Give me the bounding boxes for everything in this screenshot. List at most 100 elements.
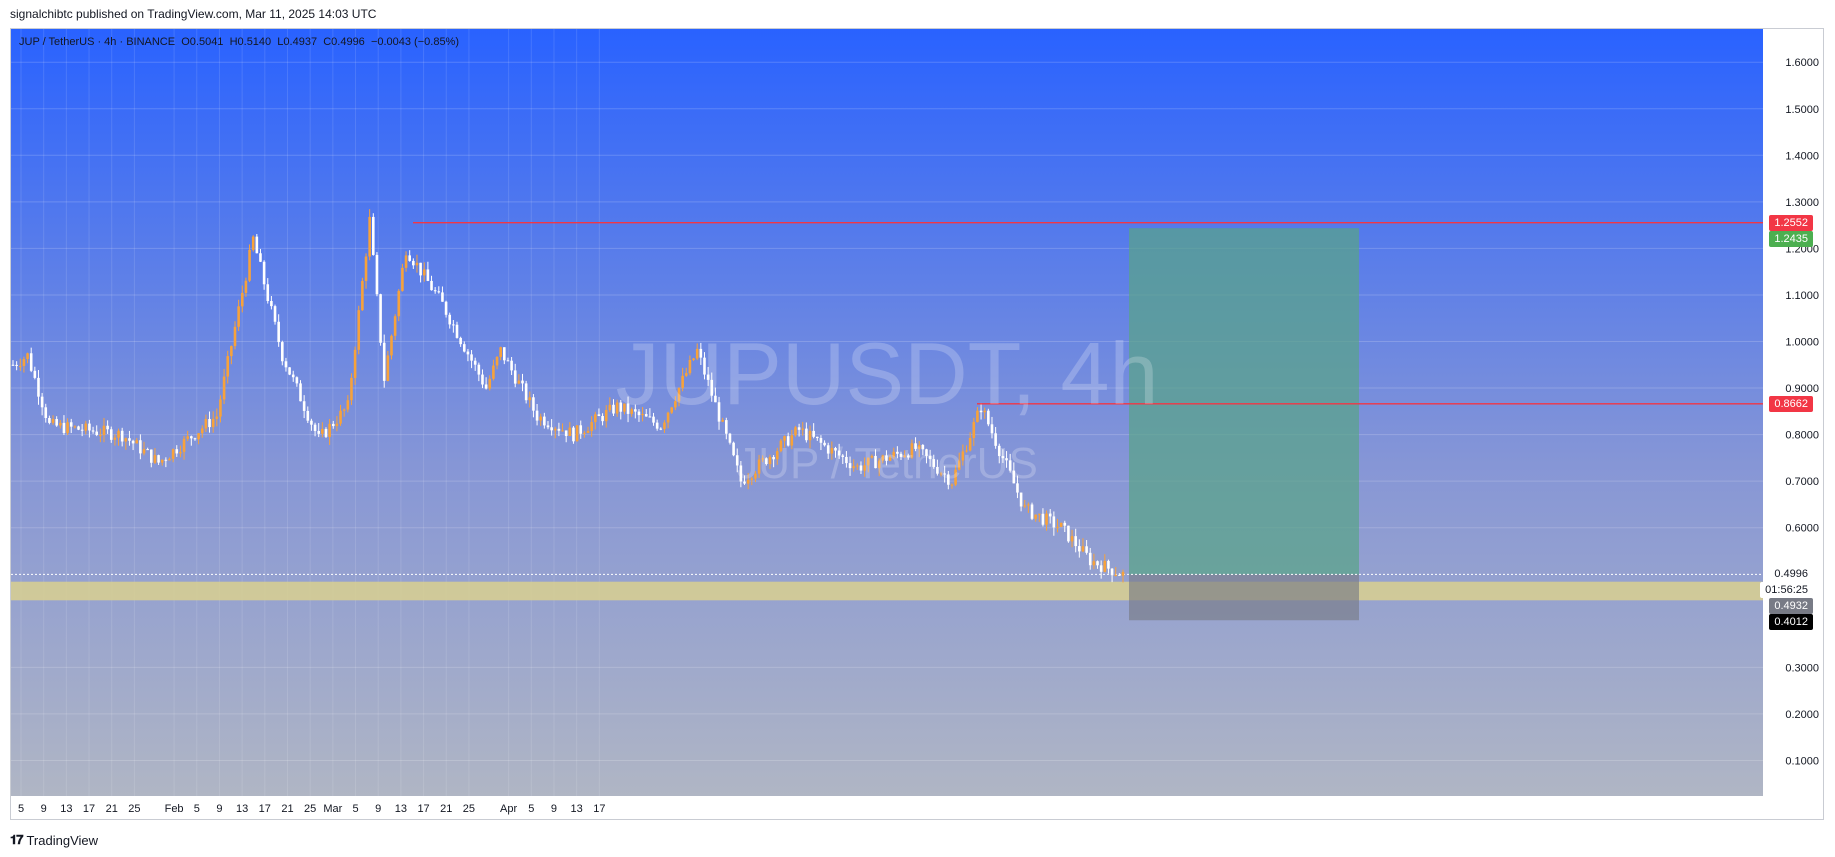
candle-body (222, 376, 226, 400)
candle-body (153, 455, 157, 463)
candle-body (18, 366, 22, 368)
candle-body (674, 401, 677, 408)
candle-body (757, 459, 761, 474)
candle-body (259, 253, 262, 262)
candle-body (648, 416, 652, 418)
candle-body (503, 347, 506, 361)
candle-body (972, 421, 976, 438)
price-tick-label: 0.2000 (1785, 709, 1819, 721)
candle-body (284, 361, 288, 368)
time-tick-label: 21 (281, 803, 293, 815)
time-tick-label: 5 (18, 803, 24, 815)
candle-body (954, 469, 957, 485)
candle-body (735, 455, 739, 466)
candle-body (626, 403, 630, 414)
candle-body (546, 425, 550, 428)
candle-body (677, 387, 681, 402)
candle-body (750, 478, 754, 480)
horizontal-lines[interactable] (413, 222, 1763, 405)
candle-body (947, 474, 950, 485)
candle-body (444, 301, 448, 315)
candle-body (408, 255, 411, 261)
candle-body (717, 402, 721, 422)
candle-body (1114, 574, 1118, 576)
candle-body (1099, 565, 1103, 572)
candle-body (452, 324, 455, 326)
tradingview-logo-icon[interactable]: 𝟏𝟕 (10, 832, 24, 847)
price-chart[interactable]: 1.60001.50001.40001.30001.20001.10001.00… (11, 29, 1824, 820)
symbol-info[interactable]: JUP / TetherUS · 4h · BINANCE (19, 36, 176, 48)
candle-body (44, 407, 48, 418)
candle-body (321, 428, 324, 434)
candle-body (510, 360, 513, 371)
candle-body (725, 420, 728, 434)
candle-body (66, 422, 69, 434)
time-axis[interactable]: 5 9 13 17 21 25 Feb 5 9 13 17 21 25 Mar 5 9 13 17 21 25 Apr 5… (18, 803, 606, 815)
candle-body (888, 456, 892, 461)
candle-body (488, 378, 492, 389)
candle-body (1059, 522, 1063, 527)
long-position-target-zone[interactable] (1129, 228, 1359, 575)
candle-body (1001, 456, 1005, 459)
candle-body (528, 397, 532, 401)
candle-body (251, 236, 255, 250)
candle-body (772, 456, 775, 460)
candle-body (368, 216, 371, 257)
price-axis[interactable]: 1.60001.50001.40001.30001.20001.10001.00… (1785, 57, 1819, 767)
long-position-stop-zone[interactable] (1129, 574, 1359, 621)
candle-body (976, 410, 979, 422)
candle-body (335, 423, 339, 427)
candle-body (979, 410, 983, 413)
candle-body (437, 291, 441, 293)
high-label: H (229, 36, 238, 48)
candle-body (983, 410, 987, 413)
candle-body (834, 447, 837, 451)
candle-body (655, 422, 659, 429)
candle-body (932, 459, 936, 467)
candle-body (910, 443, 914, 458)
footer: 𝟏𝟕 TradingView (10, 832, 98, 848)
candle-body (324, 428, 328, 437)
candle-body (433, 290, 437, 292)
watermark-description: JUP / TetherUS (736, 439, 1038, 488)
candle-body (197, 433, 200, 440)
candle-body (721, 420, 724, 422)
time-tick-label: 9 (216, 803, 222, 815)
candle-body (1103, 560, 1107, 572)
candle-body (925, 449, 928, 456)
candle-body (99, 435, 102, 437)
candle-body (848, 463, 852, 469)
candle-body (564, 430, 568, 436)
candle-body (786, 436, 790, 446)
candle-body (448, 314, 452, 325)
candle-body (535, 410, 539, 421)
candle-body (1110, 568, 1114, 576)
price-tick-label: 1.5000 (1785, 104, 1819, 116)
time-tick-label: Feb (165, 803, 184, 815)
support-zone[interactable] (11, 581, 1763, 601)
change-value: −0.0043 (−0.85%) (370, 36, 460, 48)
candle-body (612, 404, 615, 414)
candle-body (375, 254, 379, 295)
candle-body (553, 428, 557, 431)
candle-body (874, 455, 877, 469)
candle-body (306, 410, 310, 421)
candle-body (841, 455, 845, 457)
candle-body (382, 342, 386, 381)
candle-body (208, 419, 211, 428)
candle-body (994, 433, 997, 446)
candle-body (805, 428, 808, 441)
candle-body (1056, 526, 1059, 528)
chart-pane[interactable]: 1.6000 1.5000 1.4000 1.3000 1.2000 1.1000 1.00… (10, 28, 1824, 820)
time-tick-label: 13 (236, 803, 248, 815)
footer-brand[interactable]: TradingView (26, 832, 99, 848)
candle-body (164, 459, 168, 461)
candle-body (1012, 470, 1016, 484)
candle-body (866, 457, 870, 466)
candle-body (1096, 561, 1099, 566)
time-tick-label: 5 (528, 803, 534, 815)
trade-zones (11, 228, 1763, 621)
candle-body (987, 410, 990, 425)
time-tick-label: 25 (463, 803, 475, 815)
candle-body (997, 445, 1001, 457)
